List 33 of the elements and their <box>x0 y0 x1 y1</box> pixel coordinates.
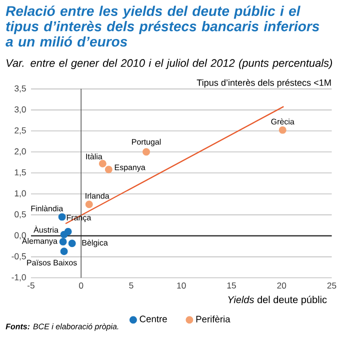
y-axis-title: Tipus d’interès dels préstecs <1M <box>196 79 331 88</box>
point <box>278 126 286 134</box>
x-tick-label: 0 <box>79 282 84 289</box>
y-tick-label: 2,0 <box>14 148 26 156</box>
legend-label: Centre <box>140 316 167 322</box>
y-tick-label: 1,0 <box>14 190 26 198</box>
point <box>60 248 68 256</box>
legend-label: Perifèria <box>196 316 230 323</box>
y-tick-label: 1,5 <box>14 169 26 177</box>
point <box>104 166 112 174</box>
point <box>68 240 76 248</box>
x-tick-label: 5 <box>129 282 134 289</box>
chart-title: Relació entre les yields del deute públic i el tipus d’interès dels préstecs bancaris inferiors a un milió d’euros <box>6 6 320 47</box>
y-tick-label: 3,5 <box>14 85 26 93</box>
x-tick-label: 10 <box>177 282 186 289</box>
point <box>85 200 93 208</box>
point <box>98 160 106 168</box>
point <box>142 148 150 156</box>
y-tick-label: 0,0 <box>14 232 26 240</box>
y-tick-label: 0,5 <box>14 211 26 219</box>
y-tick-label: -0,5 <box>12 253 26 260</box>
x-tick-label: 25 <box>327 282 336 289</box>
y-tick-label: -1,0 <box>12 274 26 282</box>
x-tick-label: 20 <box>277 282 286 289</box>
x-axis-title: Yields del deute públic <box>228 296 327 306</box>
point <box>58 213 66 221</box>
x-tick-label: 15 <box>227 282 236 289</box>
y-tick-label: 2,5 <box>14 127 26 135</box>
point <box>60 230 68 238</box>
chart-subtitle: Var. entre el gener del 2010 i el juliol del 2012 (punts percentuals) <box>6 59 332 70</box>
point <box>59 238 67 246</box>
x-tick-label: -5 <box>28 282 34 289</box>
y-tick-label: 3,0 <box>14 106 26 114</box>
